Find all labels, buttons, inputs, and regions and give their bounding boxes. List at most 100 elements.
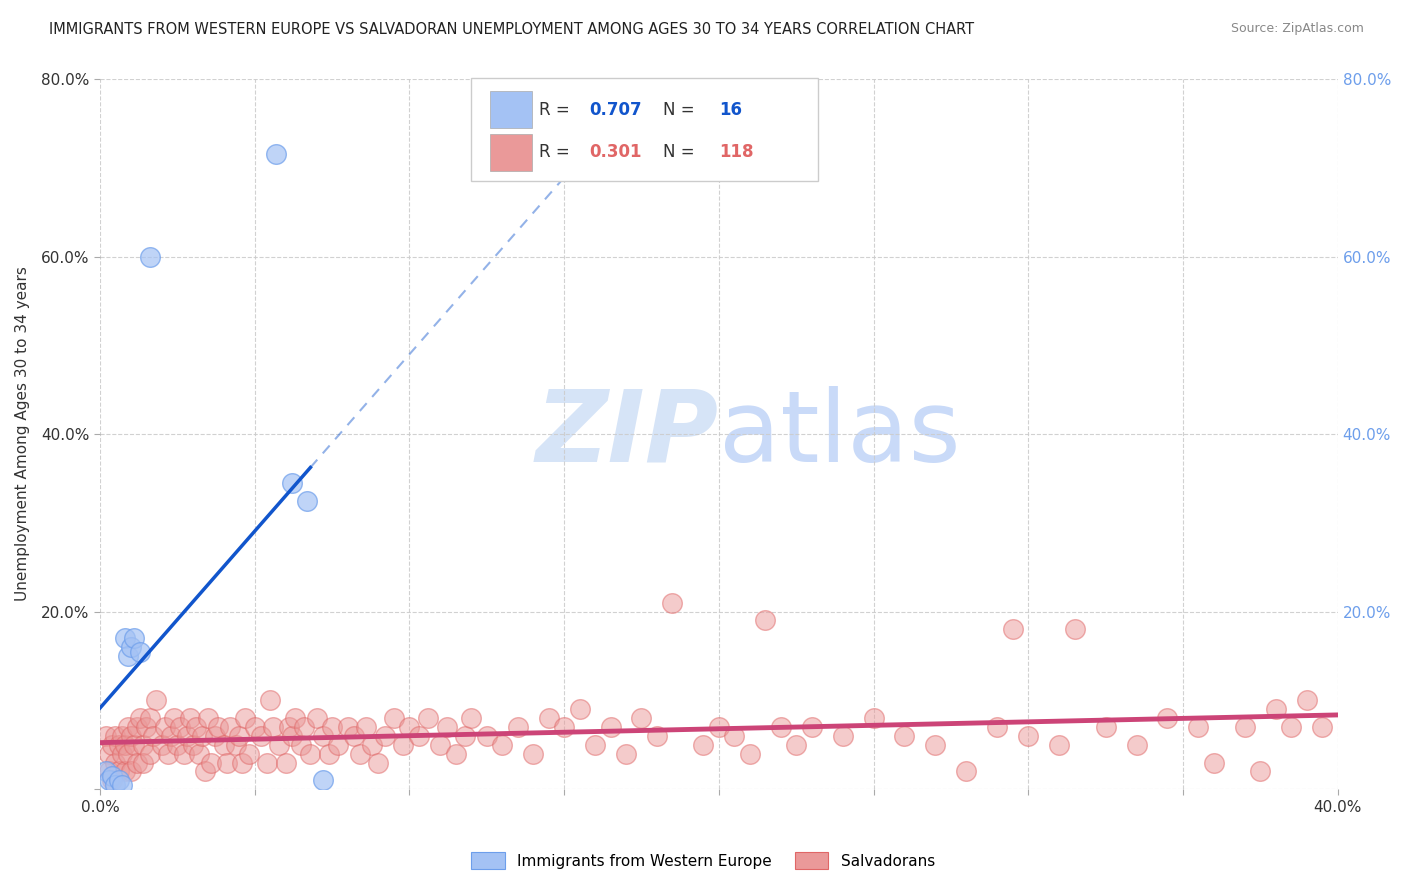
Point [1310, 720, 1333, 734]
Point [312, 773, 335, 788]
Point [1047, 738, 1070, 752]
Text: Source: ZipAtlas.com: Source: ZipAtlas.com [1230, 22, 1364, 36]
Point [893, 729, 915, 743]
Y-axis label: Unemployment Among Ages 30 to 34 years: Unemployment Among Ages 30 to 34 years [15, 267, 30, 601]
Point [1249, 764, 1271, 779]
Point [444, 747, 467, 761]
Point [367, 756, 389, 770]
Point [150, 738, 173, 752]
Point [831, 729, 853, 743]
Point [1187, 720, 1209, 734]
Point [101, 773, 124, 788]
Point [101, 769, 124, 783]
Point [1295, 693, 1317, 707]
Point [707, 720, 730, 734]
Point [305, 711, 328, 725]
Point [215, 756, 238, 770]
Point [101, 738, 124, 752]
Point [173, 747, 195, 761]
Text: 0.707: 0.707 [589, 101, 641, 119]
Point [553, 720, 575, 734]
Point [104, 729, 127, 743]
Point [135, 720, 157, 734]
Point [169, 720, 191, 734]
Point [98, 747, 121, 761]
Point [107, 773, 129, 788]
Point [491, 738, 513, 752]
Text: 118: 118 [718, 143, 754, 161]
Text: IMMIGRANTS FROM WESTERN EUROPE VS SALVADORAN UNEMPLOYMENT AMONG AGES 30 TO 34 YE: IMMIGRANTS FROM WESTERN EUROPE VS SALVAD… [49, 22, 974, 37]
Point [281, 729, 304, 743]
FancyBboxPatch shape [489, 91, 531, 128]
Point [769, 720, 792, 734]
Point [312, 729, 335, 743]
Point [1063, 623, 1085, 637]
Point [194, 764, 217, 779]
Point [299, 747, 322, 761]
Point [145, 693, 167, 707]
Point [1233, 720, 1256, 734]
Point [328, 738, 350, 752]
Point [127, 756, 149, 770]
Point [142, 729, 165, 743]
Point [200, 756, 222, 770]
Point [1202, 756, 1225, 770]
Point [111, 778, 134, 792]
Point [1264, 702, 1286, 716]
Text: atlas: atlas [718, 385, 960, 483]
Point [111, 747, 134, 761]
Text: R =: R = [540, 143, 575, 161]
Point [120, 764, 142, 779]
Point [204, 729, 226, 743]
Point [361, 738, 384, 752]
Point [256, 756, 278, 770]
Point [436, 720, 458, 734]
Point [568, 702, 591, 716]
Point [243, 720, 266, 734]
Point [117, 648, 139, 663]
Text: 0.301: 0.301 [589, 143, 641, 161]
Point [225, 738, 247, 752]
Point [460, 711, 482, 725]
Point [429, 738, 451, 752]
Point [176, 729, 198, 743]
Point [120, 729, 142, 743]
Point [98, 764, 121, 779]
Point [599, 720, 621, 734]
Point [266, 147, 288, 161]
Point [284, 711, 307, 725]
Text: N =: N = [664, 101, 700, 119]
FancyBboxPatch shape [471, 78, 818, 180]
Point [114, 764, 136, 779]
Point [138, 250, 160, 264]
Point [107, 738, 129, 752]
Point [96, 764, 118, 779]
Point [117, 720, 139, 734]
Point [1125, 738, 1147, 752]
Point [117, 747, 139, 761]
Point [259, 693, 281, 707]
Point [184, 720, 207, 734]
Point [181, 738, 204, 752]
Text: R =: R = [540, 101, 575, 119]
Point [96, 729, 118, 743]
Point [166, 738, 188, 752]
Point [506, 720, 529, 734]
Point [269, 738, 291, 752]
Point [1017, 729, 1039, 743]
Point [114, 738, 136, 752]
Point [862, 711, 884, 725]
Point [1094, 720, 1116, 734]
Point [292, 720, 315, 734]
Point [785, 738, 807, 752]
Point [120, 640, 142, 654]
Point [738, 747, 761, 761]
Point [614, 747, 637, 761]
Point [191, 729, 214, 743]
Point [98, 773, 121, 788]
Text: N =: N = [664, 143, 700, 161]
Point [645, 729, 668, 743]
Point [122, 738, 145, 752]
Point [374, 729, 396, 743]
Point [277, 720, 299, 734]
